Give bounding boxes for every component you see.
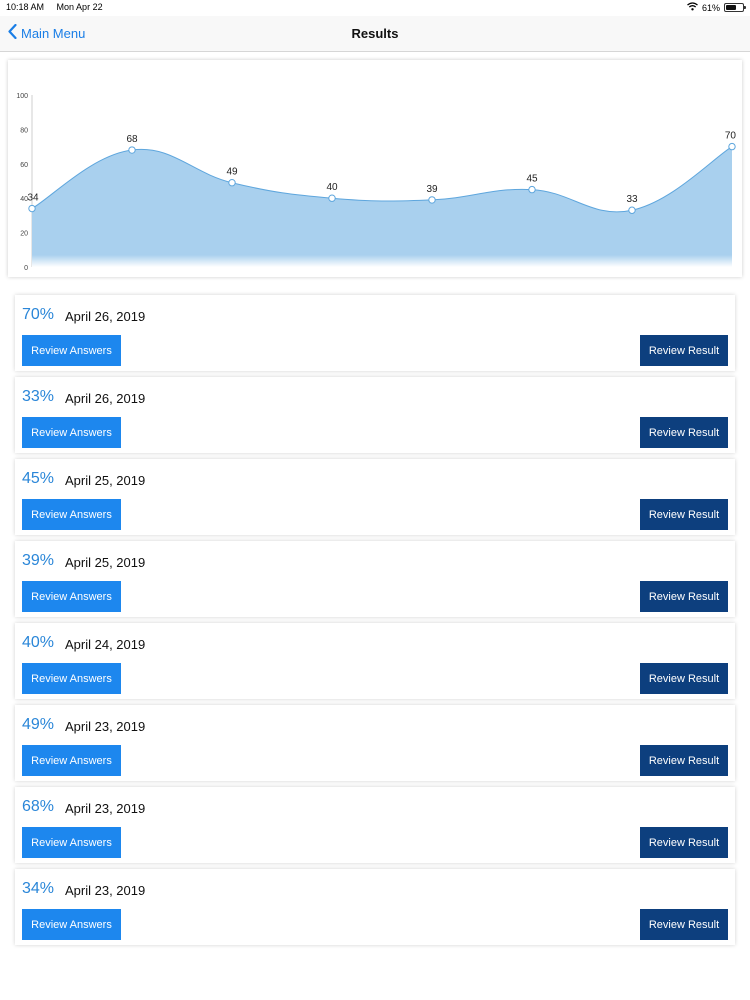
back-button[interactable]: Main Menu [8,23,86,42]
result-date: April 23, 2019 [65,801,146,816]
status-time: 10:18 AM [6,2,45,12]
review-answers-button[interactable]: Review Answers [22,581,121,612]
page-title: Results [351,26,399,41]
y-tick-label: 40 [20,196,28,203]
status-left: 10:18 AM Mon Apr 22 [6,2,103,12]
result-date: April 24, 2019 [65,637,146,652]
result-card: 68% April 23, 2019 Review Answers Review Re… [15,787,735,863]
review-answers-button[interactable]: Review Answers [22,663,121,694]
y-tick-label: 0 [24,265,28,272]
results-chart-card: 0 20 40 60 80 100 34 68 49 40 39 45 33 70 [8,60,742,277]
review-result-button[interactable]: Review Result [640,335,728,366]
result-percent: 40% [22,634,55,651]
series-line [31,146,733,213]
review-answers-button[interactable]: Review Answers [22,335,121,366]
results-area-chart: 0 20 40 60 80 100 34 68 49 40 39 45 33 70 [16,93,737,272]
review-result-button[interactable]: Review Result [640,499,728,530]
area-fill [32,146,732,267]
result-percent: 33% [22,388,55,405]
data-label: 34 [27,193,39,204]
result-percent: 45% [22,470,55,487]
result-card: 34% April 23, 2019 Review Answers Review Re… [15,869,735,945]
result-card: 33% April 26, 2019 Review Answers Review Re… [15,377,735,453]
battery-fill [726,5,736,10]
chevron-left-icon [8,23,17,42]
result-date: April 23, 2019 [65,883,146,898]
result-date: April 25, 2019 [65,473,146,488]
battery-icon [724,3,746,12]
data-point [528,185,536,194]
review-answers-button[interactable]: Review Answers [22,909,121,940]
data-point [628,206,636,214]
data-point [228,179,236,187]
data-label: 70 [725,131,737,142]
navigation-bar: Main Menu Results [0,16,750,52]
battery-percent: 61% [701,2,720,13]
review-result-button[interactable]: Review Result [640,745,728,776]
result-percent: 68% [22,798,55,815]
review-result-button[interactable]: Review Result [640,909,728,940]
result-card: 45% April 25, 2019 Review Answers Review Re… [15,459,735,535]
review-answers-button[interactable]: Review Answers [22,745,121,776]
data-label: 45 [526,174,538,185]
result-date: April 23, 2019 [65,719,146,734]
result-percent: 70% [22,306,55,323]
data-label: 39 [426,184,438,195]
review-answers-button[interactable]: Review Answers [22,499,121,530]
result-card: 49% April 23, 2019 Review Answers Review Re… [15,705,735,781]
review-result-button[interactable]: Review Result [640,417,728,448]
status-right: 61% [687,2,746,13]
review-result-button[interactable]: Review Result [640,827,728,858]
result-date: April 25, 2019 [65,555,146,570]
status-date: Mon Apr 22 [56,2,103,12]
data-label: 49 [226,167,238,178]
data-label: 33 [626,194,638,205]
result-date: April 26, 2019 [65,309,146,324]
review-answers-button[interactable]: Review Answers [22,827,121,858]
result-date: April 26, 2019 [65,391,146,406]
y-tick-label: 60 [20,162,28,169]
back-button-label: Main Menu [21,25,86,41]
data-label: 40 [326,182,338,193]
y-tick-label: 100 [16,93,28,100]
status-bar: 10:18 AM Mon Apr 22 61% [0,0,750,16]
result-percent: 49% [22,716,55,733]
review-result-button[interactable]: Review Result [640,581,728,612]
data-point [28,204,36,213]
data-label: 68 [126,134,138,145]
y-tick-label: 20 [20,231,28,238]
data-point [728,142,736,151]
result-percent: 34% [22,880,55,897]
review-result-button[interactable]: Review Result [640,663,728,694]
data-point [428,196,436,204]
result-card: 39% April 25, 2019 Review Answers Review Re… [15,541,735,617]
review-answers-button[interactable]: Review Answers [22,417,121,448]
y-tick-label: 80 [20,127,28,134]
result-card: 70% April 26, 2019 Review Answers Review Re… [15,295,735,371]
data-point [128,146,136,154]
data-point [328,194,336,202]
result-percent: 39% [22,552,55,569]
wifi-icon [687,2,698,13]
result-card: 40% April 24, 2019 Review Answers Review Re… [15,623,735,699]
